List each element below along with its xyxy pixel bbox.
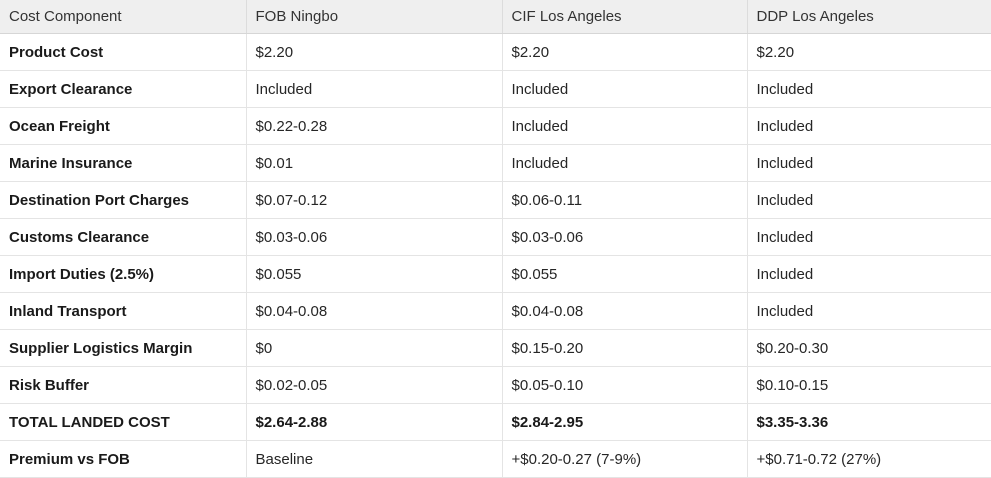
table-row: TOTAL LANDED COST $2.64-2.88 $2.84-2.95 $3.… bbox=[0, 403, 991, 441]
cell-value: $2.20 bbox=[246, 33, 503, 71]
row-label: Inland Transport bbox=[0, 292, 247, 330]
cell-value: Included bbox=[246, 70, 503, 108]
cell-value: Included bbox=[747, 144, 991, 182]
cell-value: $0.03-0.06 bbox=[502, 218, 748, 256]
cell-value: Included bbox=[747, 218, 991, 256]
row-label: Premium vs FOB bbox=[0, 440, 247, 478]
cell-value: $0.04-0.08 bbox=[502, 292, 748, 330]
row-label: Export Clearance bbox=[0, 70, 247, 108]
cell-value: $2.84-2.95 bbox=[502, 403, 748, 441]
row-label: Ocean Freight bbox=[0, 107, 247, 145]
cell-value: Included bbox=[502, 144, 748, 182]
table-row: Supplier Logistics Margin $0 $0.15-0.20 $0.… bbox=[0, 329, 991, 367]
cell-value: $0.055 bbox=[246, 255, 503, 293]
row-label: TOTAL LANDED COST bbox=[0, 403, 247, 441]
row-label: Import Duties (2.5%) bbox=[0, 255, 247, 293]
cell-value: $0.06-0.11 bbox=[502, 181, 748, 219]
table-row: Export Clearance Included Included Included bbox=[0, 70, 991, 108]
cell-value: +$0.71-0.72 (27%) bbox=[747, 440, 991, 478]
cell-value: $0.05-0.10 bbox=[502, 366, 748, 404]
cell-value: Included bbox=[747, 181, 991, 219]
table-row: Product Cost $2.20 $2.20 $2.20 bbox=[0, 33, 991, 71]
header-cell-1: FOB Ningbo bbox=[246, 0, 503, 34]
row-label: Destination Port Charges bbox=[0, 181, 247, 219]
cell-value: $0 bbox=[246, 329, 503, 367]
cell-value: $0.01 bbox=[246, 144, 503, 182]
header-cell-3: DDP Los Angeles bbox=[747, 0, 991, 34]
table-row: Marine Insurance $0.01 Included Included bbox=[0, 144, 991, 182]
cell-value: $0.22-0.28 bbox=[246, 107, 503, 145]
header-row: Cost Component FOB Ningbo CIF Los Angeles D… bbox=[0, 0, 991, 34]
cell-value: Included bbox=[747, 255, 991, 293]
cell-value: $2.64-2.88 bbox=[246, 403, 503, 441]
cell-value: $2.20 bbox=[502, 33, 748, 71]
cell-value: +$0.20-0.27 (7-9%) bbox=[502, 440, 748, 478]
row-label: Supplier Logistics Margin bbox=[0, 329, 247, 367]
row-label: Risk Buffer bbox=[0, 366, 247, 404]
cell-value: $0.055 bbox=[502, 255, 748, 293]
cell-value: $0.07-0.12 bbox=[246, 181, 503, 219]
cell-value: Included bbox=[747, 292, 991, 330]
cell-value: Included bbox=[502, 70, 748, 108]
row-label: Marine Insurance bbox=[0, 144, 247, 182]
cell-value: Included bbox=[502, 107, 748, 145]
table-row: Import Duties (2.5%) $0.055 $0.055 Included bbox=[0, 255, 991, 293]
cell-value: Included bbox=[747, 70, 991, 108]
table-row: Risk Buffer $0.02-0.05 $0.05-0.10 $0.10-0.1… bbox=[0, 366, 991, 404]
table-row: Inland Transport $0.04-0.08 $0.04-0.08 Incl… bbox=[0, 292, 991, 330]
table-row: Ocean Freight $0.22-0.28 Included Included bbox=[0, 107, 991, 145]
cell-value: Included bbox=[747, 107, 991, 145]
cell-value: $0.02-0.05 bbox=[246, 366, 503, 404]
table-row: Customs Clearance $0.03-0.06 $0.03-0.06 Inc… bbox=[0, 218, 991, 256]
row-label: Product Cost bbox=[0, 33, 247, 71]
table-body: Product Cost $2.20 $2.20 $2.20 Export Cleara… bbox=[0, 33, 991, 478]
cell-value: $0.20-0.30 bbox=[747, 329, 991, 367]
header-cell-0: Cost Component bbox=[0, 0, 247, 34]
cell-value: $0.10-0.15 bbox=[747, 366, 991, 404]
cell-value: $0.15-0.20 bbox=[502, 329, 748, 367]
cell-value: $0.04-0.08 bbox=[246, 292, 503, 330]
cell-value: Baseline bbox=[246, 440, 503, 478]
header-cell-2: CIF Los Angeles bbox=[502, 0, 748, 34]
table-row: Premium vs FOB Baseline +$0.20-0.27 (7-9%)… bbox=[0, 440, 991, 478]
cell-value: $3.35-3.36 bbox=[747, 403, 991, 441]
cell-value: $0.03-0.06 bbox=[246, 218, 503, 256]
row-label: Customs Clearance bbox=[0, 218, 247, 256]
table-row: Destination Port Charges $0.07-0.12 $0.06-… bbox=[0, 181, 991, 219]
cell-value: $2.20 bbox=[747, 33, 991, 71]
